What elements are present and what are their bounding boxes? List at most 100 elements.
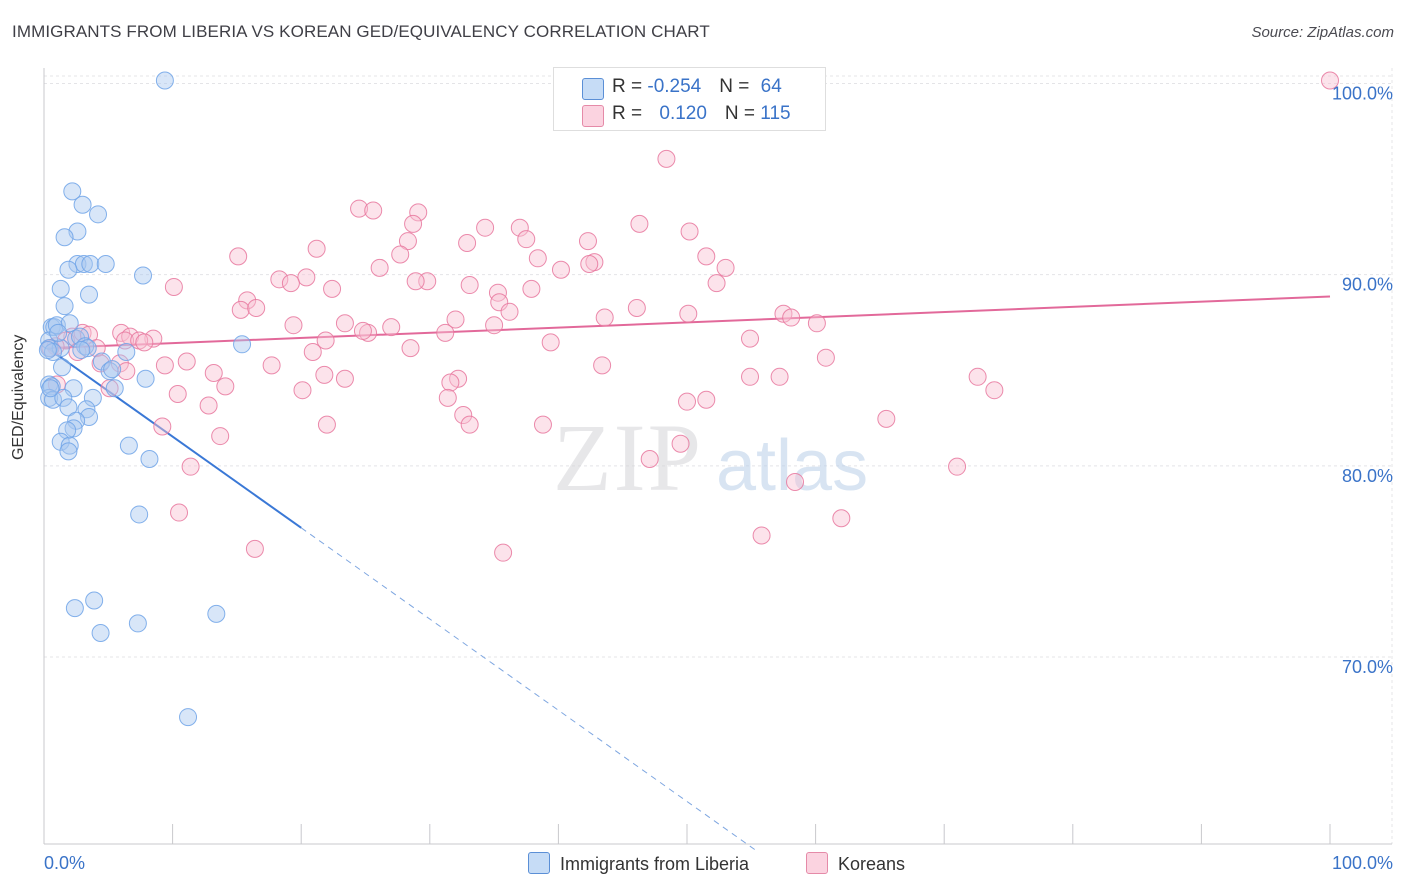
liberia-point	[41, 379, 60, 398]
legend-swatch-liberia	[582, 78, 604, 100]
liberia-point	[64, 419, 83, 438]
korean-point	[476, 218, 495, 237]
korean-point	[671, 434, 690, 453]
liberia-trend-extension	[300, 527, 759, 853]
watermark-zip: ZIP	[553, 404, 703, 511]
korean-point	[522, 279, 541, 298]
korean-point	[177, 352, 196, 371]
korean-point	[391, 245, 410, 264]
liberia-point	[92, 352, 111, 371]
korean-point	[144, 329, 163, 348]
liberia-point	[68, 255, 87, 274]
korean-point	[488, 283, 507, 302]
korean-point	[679, 304, 698, 323]
source-label: Source: ZipAtlas.com	[1251, 24, 1394, 41]
bottom-legend-koreans: Koreans	[806, 852, 905, 875]
korean-point	[786, 472, 805, 491]
trend-lines	[47, 295, 1331, 853]
liberia-point	[100, 362, 119, 381]
liberia-point	[51, 279, 70, 298]
liberia-point	[49, 323, 68, 342]
korean-point	[877, 409, 896, 428]
liberia-point	[233, 335, 252, 354]
liberia-point	[54, 388, 73, 407]
korean-point	[335, 314, 354, 333]
bottom-legend-liberia: Immigrants from Liberia	[528, 852, 749, 875]
korean-point	[270, 270, 289, 289]
liberia-point	[136, 369, 155, 388]
liberia-point	[179, 708, 198, 727]
liberia-point	[103, 360, 122, 379]
liberia-point	[59, 398, 78, 417]
liberia-point	[117, 342, 136, 361]
liberia-point	[130, 505, 149, 524]
korean-point	[370, 258, 389, 277]
liberia-point	[63, 182, 82, 201]
liberia-point	[51, 432, 70, 451]
liberia-point	[140, 450, 159, 469]
korean-point	[752, 526, 771, 545]
korean-point	[87, 339, 106, 358]
korean-point	[353, 321, 372, 340]
liberia-point	[59, 442, 78, 461]
axes	[43, 68, 1392, 845]
korean-point	[168, 385, 187, 404]
y-axis-label: GED/Equivalency	[10, 334, 27, 460]
korean-point	[398, 232, 417, 251]
liberia-point	[207, 604, 226, 623]
y-tick-label: 90.0%	[1342, 275, 1393, 295]
korean-point	[199, 396, 218, 415]
liberia-point	[105, 379, 124, 398]
data-points	[38, 71, 1339, 727]
korean-point	[782, 308, 801, 327]
korean-point	[281, 274, 300, 293]
korean-point	[460, 415, 479, 434]
y-tick-label: 100.0%	[1332, 84, 1393, 104]
korean-point	[494, 543, 513, 562]
correlation-legend: R = -0.254 N = 64 R = 0.120 N = 115	[553, 67, 826, 131]
korean-point	[593, 356, 612, 375]
liberia-point	[65, 599, 84, 618]
korean-point	[741, 329, 760, 348]
korean-point	[317, 415, 336, 434]
korean-point	[678, 392, 696, 411]
liberia-point	[55, 228, 74, 247]
korean-point	[153, 417, 172, 436]
korean-point	[441, 373, 460, 392]
legend-r-value: 0.120	[659, 103, 707, 124]
korean-point	[707, 274, 726, 293]
korean-point	[116, 331, 135, 350]
korean-point	[454, 406, 473, 425]
legend-n-value: 64	[760, 76, 782, 97]
korean-point	[580, 255, 599, 274]
korean-point	[229, 247, 248, 266]
korean-point	[284, 316, 303, 335]
liberia-point	[155, 71, 174, 90]
korean-point	[627, 298, 646, 317]
korean-point	[323, 279, 342, 298]
korean-point	[307, 239, 326, 258]
korean-point	[485, 316, 504, 335]
korean-point	[716, 258, 735, 277]
korean-point	[293, 381, 312, 400]
korean-point	[657, 149, 676, 168]
liberia-point	[60, 436, 79, 455]
legend-n-value: 115	[760, 103, 791, 124]
liberia-point	[55, 297, 74, 316]
chart-title: IMMIGRANTS FROM LIBERIA VS KOREAN GED/EQ…	[12, 22, 710, 41]
korean-point	[460, 276, 479, 295]
korean-point	[948, 457, 967, 476]
korean-point	[401, 339, 420, 358]
korean-point	[551, 260, 570, 279]
korean-point	[697, 390, 716, 409]
korean-point	[181, 457, 200, 476]
legend-r-label: R =	[612, 76, 648, 97]
korean-point	[211, 427, 230, 446]
liberia-point	[96, 255, 115, 274]
y-tick-label: 70.0%	[1342, 657, 1393, 677]
korean-point	[968, 367, 987, 386]
x-tick-label-min: 0.0%	[44, 853, 85, 873]
korean-point	[741, 367, 760, 386]
legend-r-value: -0.254	[647, 76, 702, 97]
